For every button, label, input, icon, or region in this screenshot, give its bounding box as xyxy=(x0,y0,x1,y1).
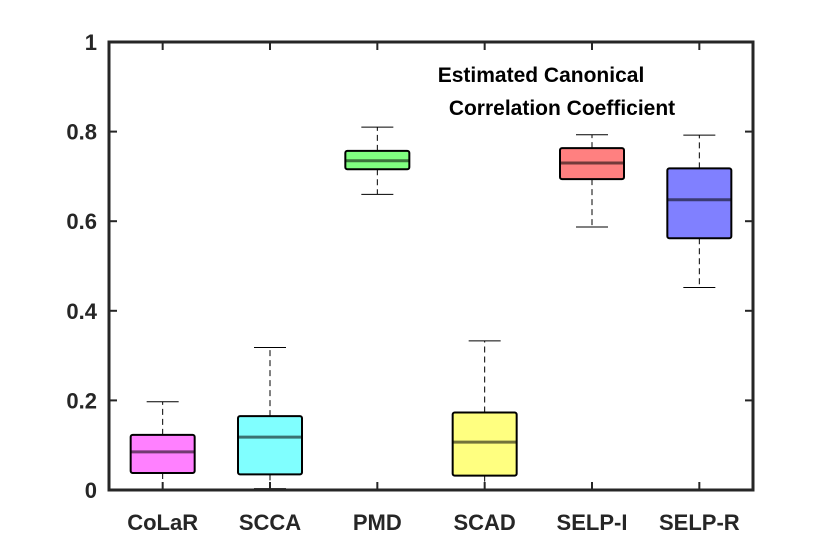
x-category-label: CoLaR xyxy=(127,510,198,535)
x-category-label: SCAD xyxy=(453,510,515,535)
chart-title-line-2: Correlation Coefficient xyxy=(449,97,675,120)
box-body xyxy=(129,433,196,474)
x-category-label: SELP-R xyxy=(659,510,740,535)
box-selp-r xyxy=(666,134,733,289)
y-tick-label: 0.4 xyxy=(66,299,97,324)
box-selp-i xyxy=(559,134,625,228)
box-body xyxy=(237,415,303,476)
y-tick-label: 1 xyxy=(85,30,97,55)
x-category-label: SELP-I xyxy=(557,510,628,535)
box-body xyxy=(451,411,518,477)
box-scad xyxy=(451,340,518,491)
ticks-layer: 0 0.2 0.4 0.6 0.8 1 CoLaR SCCA PMD SCAD SELP-I SELP… xyxy=(66,30,753,535)
y-tick-label: 0.2 xyxy=(66,388,97,413)
x-category-label: SCCA xyxy=(239,510,301,535)
y-tick-label: 0 xyxy=(85,478,97,503)
box-pmd xyxy=(344,126,411,195)
boxes-layer xyxy=(129,126,733,491)
box-body xyxy=(666,167,733,240)
plot-area-background xyxy=(109,42,753,490)
x-category-label: PMD xyxy=(353,510,402,535)
y-tick-label: 0.8 xyxy=(66,120,97,145)
chart-title-line-1: Estimated Canonical xyxy=(438,64,645,87)
y-tick-label: 0.6 xyxy=(66,209,97,234)
plot-area-border xyxy=(107,40,755,492)
